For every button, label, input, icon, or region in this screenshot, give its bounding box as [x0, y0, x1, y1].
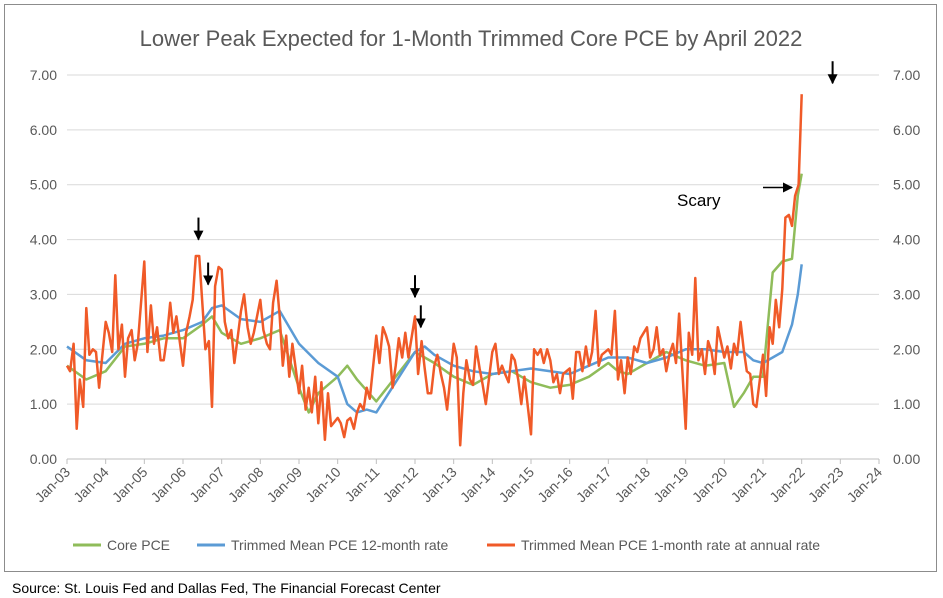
y-tick-label-right: 5.00: [893, 177, 920, 193]
x-tick-label: Jan-16: [534, 464, 576, 506]
x-tick-label: Jan-23: [805, 464, 847, 506]
y-tick-label-right: 0.00: [893, 451, 920, 467]
y-tick-label-right: 6.00: [893, 122, 920, 138]
annotations: Scary: [193, 61, 838, 329]
y-tick-label-left: 0.00: [30, 451, 57, 467]
axes: 0.00 0.00 1.00 1.00 2.00 2.00 3.00 3.00 4.00 4.00…: [30, 67, 921, 505]
x-tick-label: Jan-03: [32, 464, 74, 506]
y-tick-label-left: 7.00: [30, 67, 57, 83]
x-tick-label: Jan-15: [496, 464, 538, 506]
y-tick-label-left: 2.00: [30, 341, 57, 357]
chart-title: Lower Peak Expected for 1-Month Trimmed …: [140, 26, 803, 51]
x-tick-label: Jan-14: [457, 464, 499, 506]
source-note: Source: St. Louis Fed and Dallas Fed, Th…: [12, 580, 441, 596]
y-tick-label-right: 1.00: [893, 396, 920, 412]
legend: Core PCE Trimmed Mean PCE 12-month rate Tr…: [73, 537, 820, 553]
x-tick-label: Jan-05: [109, 464, 151, 506]
y-tick-label-right: 4.00: [893, 232, 920, 248]
y-tick-label-left: 1.00: [30, 396, 57, 412]
x-tick-label: Jan-24: [844, 464, 886, 506]
legend-label-0: Core PCE: [107, 537, 170, 553]
x-tick-label: Jan-10: [302, 464, 344, 506]
y-tick-label-right: 2.00: [893, 341, 920, 357]
y-tick-label-left: 6.00: [30, 122, 57, 138]
x-tick-label: Jan-11: [342, 464, 383, 505]
y-tick-label-left: 4.00: [30, 232, 57, 248]
x-tick-label: Jan-06: [148, 464, 190, 506]
scary-label: Scary: [677, 191, 721, 210]
x-tick-label: Jan-04: [70, 464, 112, 506]
x-tick-label: Jan-17: [573, 464, 615, 506]
y-tick-label-right: 7.00: [893, 67, 920, 83]
series-line-2: [65, 94, 803, 447]
legend-label-2: Trimmed Mean PCE 1-month rate at annual …: [521, 537, 820, 553]
series-line-1: [66, 264, 803, 414]
y-tick-label-right: 3.00: [893, 286, 920, 302]
x-tick-label: Jan-13: [418, 464, 460, 506]
x-tick-label: Jan-09: [264, 464, 306, 506]
x-tick-label: Jan-18: [612, 464, 654, 506]
x-tick-label: Jan-07: [186, 464, 228, 506]
x-tick-label: Jan-12: [380, 464, 422, 506]
y-tick-label-left: 3.00: [30, 286, 57, 302]
x-tick-label: Jan-22: [766, 464, 808, 506]
y-tick-label-left: 5.00: [30, 177, 57, 193]
line-chart: Lower Peak Expected for 1-Month Trimmed …: [30, 26, 921, 553]
x-tick-label: Jan-08: [225, 464, 267, 506]
series-lines: [65, 94, 803, 447]
legend-label-1: Trimmed Mean PCE 12-month rate: [231, 537, 449, 553]
x-tick-label: Jan-20: [689, 464, 731, 506]
x-tick-label: Jan-19: [650, 464, 692, 506]
chart-frame: Lower Peak Expected for 1-Month Trimmed …: [4, 4, 937, 572]
x-tick-label: Jan-21: [728, 464, 770, 506]
